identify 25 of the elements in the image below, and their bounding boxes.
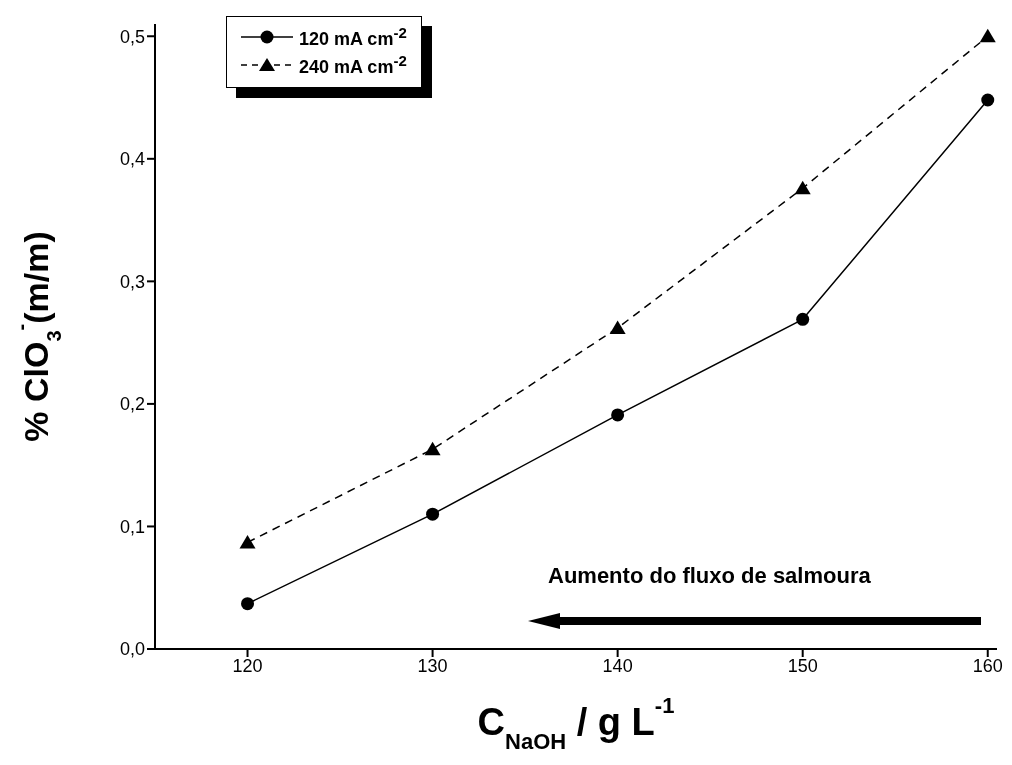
annotation: Aumento do fluxo de salmoura — [548, 563, 871, 589]
legend-label: 120 mA cm$^{-2}$ — [299, 24, 407, 50]
point — [981, 93, 995, 107]
point — [794, 180, 811, 195]
point — [611, 408, 625, 422]
y-tick-label: 0,3 — [119, 271, 145, 292]
point — [426, 507, 440, 521]
legend-label: 240 mA cm$^{-2}$ — [299, 52, 407, 78]
y-tick-label: 0,5 — [119, 26, 145, 47]
x-tick-label: 160 — [972, 655, 1003, 676]
point — [609, 320, 626, 334]
point — [424, 441, 441, 456]
point — [796, 312, 810, 326]
point — [239, 534, 256, 549]
x-tick-label: 150 — [787, 655, 818, 676]
point — [241, 597, 255, 611]
y-tick-label: 0,0 — [119, 639, 145, 660]
x-axis-title: C$_{NaOH}$ / g L$^{-1}$ — [477, 693, 675, 754]
x-tick-label: 130 — [417, 655, 448, 676]
x-tick-label: 140 — [602, 655, 633, 676]
y-tick-label: 0,4 — [119, 149, 145, 170]
x-tick-label: 120 — [232, 655, 263, 676]
y-tick-label: 0,2 — [119, 394, 145, 415]
point — [979, 28, 996, 43]
y-tick-label: 0,1 — [119, 516, 145, 537]
